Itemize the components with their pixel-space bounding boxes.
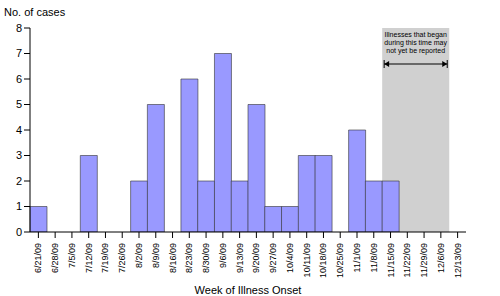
svg-text:11/8/09: 11/8/09 xyxy=(369,243,379,272)
svg-text:4: 4 xyxy=(16,124,22,136)
svg-text:10/18/09: 10/18/09 xyxy=(318,243,328,278)
svg-text:11/15/09: 11/15/09 xyxy=(386,243,396,277)
svg-text:5: 5 xyxy=(16,98,22,110)
svg-text:11/29/09: 11/29/09 xyxy=(419,243,429,277)
svg-text:7/26/09: 7/26/09 xyxy=(117,243,127,273)
svg-text:No. of cases: No. of cases xyxy=(8,6,66,18)
svg-text:9/13/09: 9/13/09 xyxy=(235,243,245,273)
svg-text:8: 8 xyxy=(16,22,22,34)
svg-text:1: 1 xyxy=(16,200,22,212)
svg-text:12/13/09: 12/13/09 xyxy=(453,243,463,278)
svg-text:6/21/09: 6/21/09 xyxy=(33,243,43,273)
svg-text:12/6/09: 12/6/09 xyxy=(436,243,446,273)
svg-text:8/16/09: 8/16/09 xyxy=(168,243,178,273)
svg-text:7/19/09: 7/19/09 xyxy=(100,243,110,273)
svg-text:9/6/09: 9/6/09 xyxy=(218,243,228,268)
svg-text:6/28/09: 6/28/09 xyxy=(50,243,60,273)
svg-text:10/4/09: 10/4/09 xyxy=(285,243,295,273)
svg-text:0: 0 xyxy=(16,226,22,238)
svg-text:11/22/09: 11/22/09 xyxy=(402,243,412,277)
svg-text:during this time may: during this time may xyxy=(384,39,447,47)
svg-text:2: 2 xyxy=(16,175,22,187)
svg-text:11/1/09: 11/1/09 xyxy=(352,243,362,272)
svg-text:10/25/09: 10/25/09 xyxy=(335,243,345,278)
svg-text:8/9/09: 8/9/09 xyxy=(151,243,161,268)
svg-text:7: 7 xyxy=(16,47,22,59)
svg-text:8/23/09: 8/23/09 xyxy=(184,243,194,273)
svg-text:Illnesses that began: Illnesses that began xyxy=(385,31,447,39)
svg-text:9/27/09: 9/27/09 xyxy=(268,243,278,273)
svg-text:3: 3 xyxy=(16,149,22,161)
svg-text:8/30/09: 8/30/09 xyxy=(201,243,211,273)
svg-text:not yet be reported: not yet be reported xyxy=(386,47,445,55)
svg-text:7/12/09: 7/12/09 xyxy=(84,243,94,273)
svg-text:9/20/09: 9/20/09 xyxy=(251,243,261,273)
svg-text:10/11/09: 10/11/09 xyxy=(302,243,312,277)
svg-text:8/2/09: 8/2/09 xyxy=(134,243,144,268)
svg-text:Week of Illness Onset: Week of Illness Onset xyxy=(195,284,302,296)
svg-text:6: 6 xyxy=(16,73,22,85)
svg-text:7/5/09: 7/5/09 xyxy=(67,243,77,268)
